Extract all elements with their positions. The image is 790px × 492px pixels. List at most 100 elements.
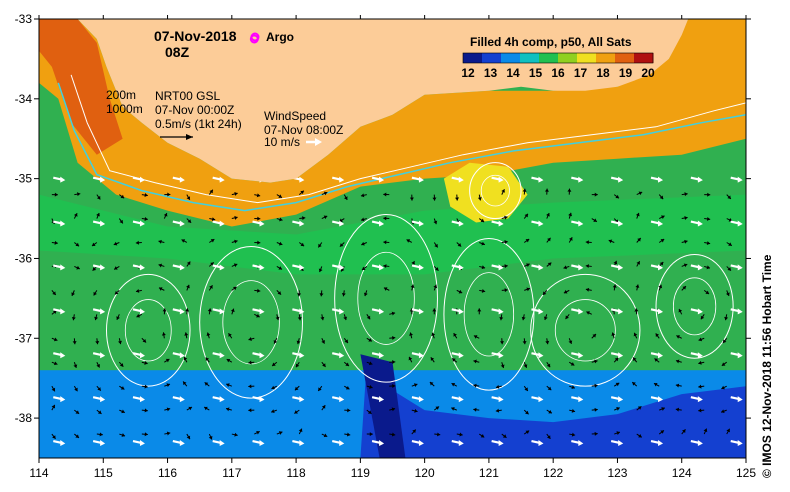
- eddy-inner-3: [463, 272, 515, 357]
- current-arrowhead: [230, 308, 235, 313]
- current-arrowhead: [683, 263, 688, 268]
- wind-arrowhead: [737, 176, 743, 183]
- wind-arrowhead: [737, 264, 743, 271]
- current-arrowhead: [406, 239, 411, 243]
- wind-arrowhead: [179, 440, 185, 447]
- current-arrowhead: [166, 431, 171, 436]
- wind-arrowhead: [538, 220, 544, 227]
- current-arrowhead: [53, 337, 58, 342]
- current-arrowhead: [318, 243, 322, 248]
- y-tick-label: -36: [15, 251, 33, 265]
- current-arrowhead: [345, 362, 349, 367]
- current-arrowhead: [678, 308, 683, 313]
- current-arrowhead: [302, 216, 306, 221]
- wind-arrowhead: [498, 440, 504, 447]
- current-arrowhead: [234, 239, 238, 244]
- wind-arrowhead: [139, 176, 145, 183]
- argo-label: Argo: [266, 30, 294, 44]
- current-arrowhead: [700, 315, 705, 320]
- current-arrowhead: [186, 435, 191, 440]
- current-arrowhead: [51, 387, 56, 392]
- current-arrowhead: [135, 240, 140, 245]
- current-arrowhead: [391, 311, 396, 316]
- current-arrowhead: [343, 316, 348, 321]
- current-arrowhead: [521, 316, 526, 321]
- current-arrowhead: [705, 290, 710, 294]
- y-tick-label: -38: [15, 411, 33, 425]
- current-arrowhead: [158, 239, 162, 244]
- current-arrowhead: [524, 213, 528, 218]
- current-arrowhead: [54, 240, 58, 245]
- wind-arrowhead: [458, 308, 464, 315]
- current-arrowhead: [300, 190, 304, 195]
- current-arrowhead: [144, 408, 148, 413]
- current-arrowhead: [727, 195, 731, 199]
- current-arrowhead: [477, 197, 482, 201]
- current-arrowhead: [233, 263, 238, 268]
- colorbar-swatch: [501, 53, 521, 63]
- credit-text: © IMOS 12-Nov-2018 11:56 Hobart Time: [760, 254, 774, 478]
- current-arrowhead: [654, 358, 659, 362]
- x-tick-label: 124: [672, 466, 692, 480]
- current-arrowhead: [361, 217, 365, 222]
- current-arrowhead: [226, 383, 230, 387]
- wind-arrowhead: [658, 440, 664, 447]
- current-arrowhead: [547, 386, 552, 391]
- wind-arrowhead: [299, 352, 305, 359]
- wind-arrowhead: [219, 176, 225, 183]
- wind-arrowhead: [60, 396, 66, 403]
- wind-arrowhead: [100, 176, 106, 183]
- current-arrowhead: [411, 261, 415, 265]
- current-arrowhead: [392, 384, 396, 389]
- wind-arrowhead: [418, 352, 424, 359]
- current-arrowhead: [119, 219, 123, 224]
- current-arrowhead: [204, 382, 209, 386]
- current-arrowhead: [294, 410, 298, 414]
- current-arrowhead: [226, 358, 231, 363]
- colorbar-swatch: [539, 53, 559, 63]
- wind-arrowhead: [100, 352, 106, 359]
- wind-arrowhead: [379, 176, 385, 183]
- current-arrowhead: [661, 407, 665, 411]
- current-arrowhead: [228, 333, 232, 337]
- colorbar-swatch: [520, 53, 540, 63]
- current-arrowhead: [544, 188, 549, 192]
- current-arrowhead: [339, 218, 343, 222]
- current-arrowhead: [204, 406, 208, 411]
- current-arrowhead: [93, 291, 97, 296]
- sst-hot-core: [39, 19, 123, 155]
- current-arrowhead: [481, 289, 486, 293]
- current-arrowhead: [638, 434, 642, 438]
- current-arrowhead: [186, 196, 191, 200]
- wind-arrowhead: [578, 176, 584, 183]
- x-tick-label: 120: [415, 466, 435, 480]
- current-arrowhead: [707, 192, 711, 197]
- current-arrowhead: [585, 264, 590, 269]
- current-arrowhead: [682, 286, 686, 290]
- colorbar-swatch: [596, 53, 616, 63]
- colorbar-swatch: [577, 53, 597, 63]
- wind-arrowhead: [259, 396, 265, 403]
- wind-arrowhead: [259, 264, 265, 271]
- current-arrowhead: [298, 428, 303, 433]
- current-arrowhead: [256, 430, 260, 435]
- current-arrows: [51, 188, 733, 440]
- current-arrowhead: [114, 266, 118, 270]
- wind-arrowhead: [538, 264, 544, 271]
- current-arrowhead: [95, 341, 100, 345]
- current-arrowhead: [321, 340, 325, 344]
- current-arrowhead: [392, 335, 396, 340]
- wind-arrowhead: [100, 440, 106, 447]
- wind-arrowhead: [498, 264, 504, 271]
- wind-arrowhead: [658, 308, 664, 315]
- current-arrowhead: [318, 268, 323, 273]
- current-arrowhead: [546, 213, 550, 217]
- wind-arrowhead: [139, 352, 145, 359]
- contour-1000m-line: [70, 74, 746, 204]
- wind-arrowhead: [618, 220, 624, 227]
- current-arrowhead: [698, 384, 702, 389]
- current-arrowhead: [698, 360, 702, 365]
- current-arrowhead: [435, 406, 440, 410]
- wind-arrowhead: [219, 352, 225, 359]
- current-arrowhead: [165, 358, 170, 363]
